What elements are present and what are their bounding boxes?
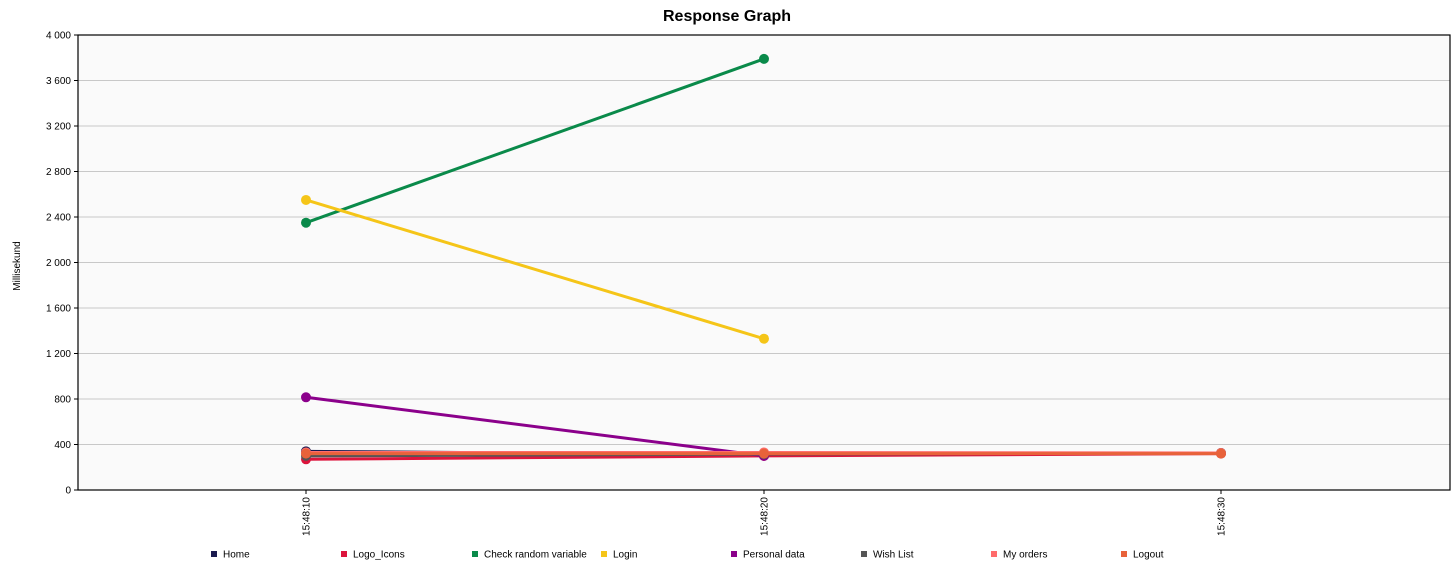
y-tick-label: 2 400 bbox=[46, 213, 71, 224]
data-point bbox=[759, 448, 769, 459]
series-group bbox=[301, 53, 1226, 465]
y-tick-label: 1 200 bbox=[46, 349, 71, 360]
data-point bbox=[759, 333, 769, 344]
y-tick-label: 2 000 bbox=[46, 258, 71, 269]
y-axis-label: Millisekund bbox=[12, 241, 23, 290]
y-tick-label: 800 bbox=[54, 395, 71, 406]
data-point bbox=[301, 392, 311, 403]
legend-label: Login bbox=[613, 550, 637, 561]
data-point bbox=[301, 217, 311, 228]
legend-item[interactable]: Wish List bbox=[861, 550, 914, 561]
chart-title: Response Graph bbox=[663, 8, 791, 25]
legend-swatch bbox=[211, 551, 217, 557]
data-point bbox=[301, 448, 311, 459]
series-line bbox=[305, 57, 765, 225]
legend-swatch bbox=[341, 551, 347, 557]
legend-label: My orders bbox=[1003, 550, 1047, 561]
legend-label: Wish List bbox=[873, 550, 914, 561]
x-tick-label: 15:48:30 bbox=[1217, 497, 1228, 536]
legend-swatch bbox=[861, 551, 867, 557]
legend-swatch bbox=[472, 551, 478, 557]
series-logout bbox=[301, 448, 1226, 459]
legend-label: Personal data bbox=[743, 550, 805, 561]
series-check-random-variable bbox=[301, 53, 769, 228]
y-tick-label: 0 bbox=[65, 486, 71, 497]
y-tick-label: 3 600 bbox=[46, 76, 71, 87]
series-line bbox=[305, 395, 765, 458]
x-axis: 15:48:10 15:48:20 15:48:30 bbox=[77, 34, 1451, 536]
legend-item[interactable]: Personal data bbox=[731, 550, 805, 561]
data-point bbox=[1216, 448, 1226, 459]
y-tick-label: 4 000 bbox=[46, 31, 71, 42]
legend-swatch bbox=[1121, 551, 1127, 557]
legend-item[interactable]: Logout bbox=[1121, 550, 1164, 561]
data-point bbox=[759, 53, 769, 64]
legend-item[interactable]: My orders bbox=[991, 550, 1047, 561]
series-line bbox=[305, 198, 765, 341]
legend-label: Logo_Icons bbox=[353, 550, 405, 561]
legend-swatch bbox=[991, 551, 997, 557]
legend[interactable]: Home Logo_Icons Check random variable Login… bbox=[211, 550, 1164, 561]
x-tick-label: 15:48:10 bbox=[302, 497, 313, 536]
y-axis: 0 400 800 1 200 1 600 2 000 2 400 2 800 3 200 3 6… bbox=[46, 31, 78, 497]
y-tick-label: 3 200 bbox=[46, 122, 71, 133]
legend-item[interactable]: Check random variable bbox=[472, 550, 587, 561]
legend-swatch bbox=[731, 551, 737, 557]
x-tick-label: 15:48:20 bbox=[760, 497, 771, 536]
data-point bbox=[301, 194, 311, 205]
y-tick-label: 1 600 bbox=[46, 304, 71, 315]
legend-item[interactable]: Logo_Icons bbox=[341, 550, 405, 561]
series-login bbox=[301, 194, 769, 344]
y-tick-label: 2 800 bbox=[46, 167, 71, 178]
legend-label: Logout bbox=[1133, 550, 1164, 561]
legend-label: Home bbox=[223, 550, 250, 561]
legend-label: Check random variable bbox=[484, 550, 587, 561]
legend-item[interactable]: Home bbox=[211, 550, 250, 561]
legend-item[interactable]: Login bbox=[601, 550, 637, 561]
legend-swatch bbox=[601, 551, 607, 557]
y-tick-label: 400 bbox=[54, 440, 71, 451]
